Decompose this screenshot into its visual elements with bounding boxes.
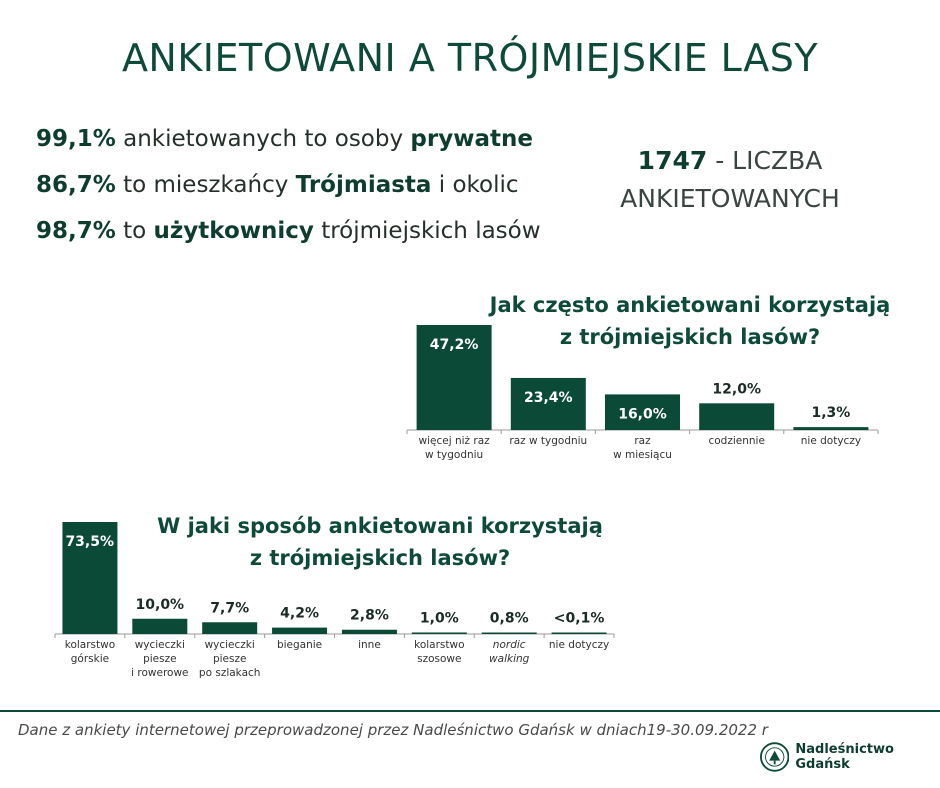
bar-3 bbox=[202, 622, 258, 634]
data-label: 0,8% bbox=[490, 611, 529, 627]
bar-5 bbox=[793, 427, 869, 430]
stat-value: 99,1% bbox=[36, 126, 116, 152]
data-label: 4,2% bbox=[280, 606, 319, 622]
x-tick-label: więcej niż raz w tygodniu bbox=[419, 435, 491, 461]
respondent-count: 1747 - LICZBA ANKIETOWANYCH bbox=[585, 142, 875, 218]
stat-text-end: trójmiejskich lasów bbox=[313, 218, 541, 244]
respondent-label-2: ANKIETOWANYCH bbox=[620, 184, 840, 213]
respondent-number: 1747 bbox=[637, 146, 708, 175]
data-label: 47,2% bbox=[430, 337, 479, 353]
chart2-title: W jaki sposób ankietowani korzystają z t… bbox=[135, 510, 625, 574]
x-tick-label: inne bbox=[358, 639, 381, 651]
data-label: 12,0% bbox=[712, 381, 761, 397]
data-label: 1,3% bbox=[811, 405, 850, 421]
page-title: ANKIETOWANI A TRÓJMIEJSKIE LASY bbox=[121, 36, 819, 80]
respondent-label: - LICZBA bbox=[707, 146, 823, 175]
stat-highlight: użytkownicy bbox=[153, 218, 314, 244]
x-tick-label: raz w miesiącu bbox=[613, 435, 672, 461]
data-label: 23,4% bbox=[524, 390, 573, 406]
x-tick-label: kolarstwo szosowe bbox=[414, 639, 464, 665]
data-label: 10,0% bbox=[136, 597, 185, 613]
x-tick-label: kolarstwo górskie bbox=[65, 639, 115, 665]
bar-2 bbox=[132, 618, 188, 634]
stats-list: 99,1% ankietowanych to osoby prywatne 86… bbox=[36, 124, 541, 262]
chart2-title-line1: W jaki sposób ankietowani korzystają bbox=[157, 514, 603, 538]
x-tick-label: codziennie bbox=[708, 435, 764, 447]
stat-text: ankietowanych to osoby bbox=[115, 126, 411, 152]
footer-note: Dane z ankiety internetowej przeprowadzo… bbox=[18, 721, 768, 739]
stat-private: 99,1% ankietowanych to osoby prywatne bbox=[36, 124, 541, 170]
stat-highlight: prywatne bbox=[410, 126, 533, 152]
x-tick-label: wycieczki piesze po szlakach bbox=[199, 639, 261, 679]
bar-1 bbox=[416, 325, 492, 430]
brand: Nadleśnictwo Gdańsk bbox=[760, 740, 940, 774]
data-label: 16,0% bbox=[618, 406, 667, 422]
data-label: <0,1% bbox=[554, 611, 605, 627]
footer-divider bbox=[0, 710, 940, 712]
stat-text: to bbox=[115, 218, 154, 244]
bar-2 bbox=[510, 377, 586, 430]
stat-highlight: Trójmiasta bbox=[295, 172, 432, 198]
bar-4 bbox=[272, 627, 328, 634]
bar-5 bbox=[341, 629, 397, 634]
bar-6 bbox=[411, 632, 467, 634]
bar-1 bbox=[62, 522, 118, 634]
x-tick-label: bieganie bbox=[277, 639, 322, 651]
stat-users: 98,7% to użytkownicy trójmiejskich lasów bbox=[36, 216, 541, 262]
x-tick-label: wycieczki piesze i rowerowe bbox=[131, 639, 188, 679]
stat-text: to mieszkańcy bbox=[115, 172, 296, 198]
stat-residents: 86,7% to mieszkańcy Trójmiasta i okolic bbox=[36, 170, 541, 216]
data-label: 1,0% bbox=[420, 610, 459, 626]
x-tick-label: nie dotyczy bbox=[801, 435, 861, 447]
data-label: 2,8% bbox=[350, 608, 389, 624]
stat-value: 98,7% bbox=[36, 218, 116, 244]
chart2-title-line2: z trójmiejskich lasów? bbox=[249, 546, 511, 570]
brand-name: Nadleśnictwo Gdańsk bbox=[795, 742, 894, 772]
x-tick-label: raz w tygodniu bbox=[509, 435, 587, 447]
stat-text-end: i okolic bbox=[431, 172, 519, 198]
bar-3 bbox=[605, 394, 680, 430]
x-tick-label: nordic walking bbox=[489, 639, 530, 665]
bar-4 bbox=[699, 403, 775, 430]
data-label: 7,7% bbox=[210, 600, 249, 616]
bar-8 bbox=[551, 632, 607, 634]
chart1-title-line1: Jak często ankietowani korzystają bbox=[489, 293, 891, 317]
x-tick-label: nie dotyczy bbox=[549, 639, 609, 651]
chart1-title-line2: z trójmiejskich lasów? bbox=[559, 325, 821, 349]
chart1-title: Jak często ankietowani korzystają z trój… bbox=[470, 289, 910, 353]
bar-7 bbox=[481, 632, 537, 634]
data-label: 73,5% bbox=[65, 534, 114, 550]
stat-value: 86,7% bbox=[36, 172, 116, 198]
forest-logo-icon bbox=[760, 742, 790, 772]
